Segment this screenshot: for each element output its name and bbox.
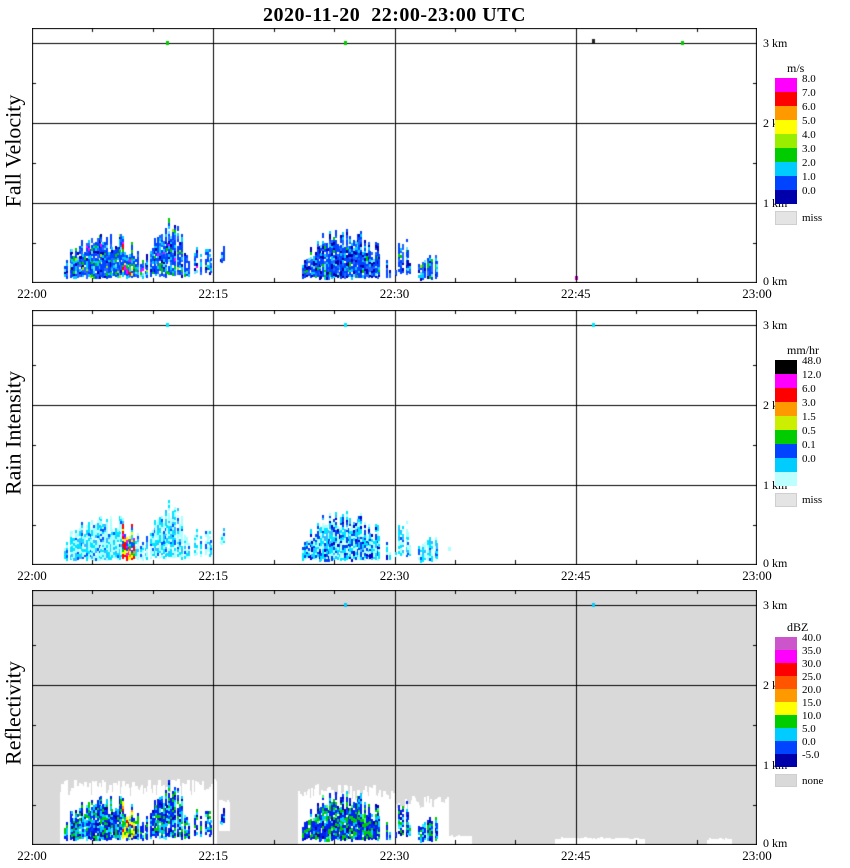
colorbar-cell	[775, 663, 797, 676]
x-tick-label: 22:00	[17, 568, 47, 583]
colorbar-cell	[775, 458, 797, 472]
colorbar-value-label: 7.0	[802, 87, 816, 99]
colorbar-cell	[775, 162, 797, 176]
y-tick-label: 0 km	[763, 836, 788, 850]
x-tick-label: 22:15	[198, 286, 229, 301]
x-tick-label: 23:00	[742, 568, 772, 583]
y-tick-label: 3 km	[763, 598, 788, 612]
colorbar-value-label: 3.0	[802, 397, 816, 409]
colorbar-value-label: 48.0	[802, 355, 822, 367]
colorbar-cell	[775, 637, 797, 650]
y-tick-label: 0 km	[763, 556, 788, 570]
colorbar-cell	[775, 190, 797, 204]
colorbar-value-label: 20.0	[802, 684, 822, 696]
colorbar-cell	[775, 676, 797, 689]
colorbar-value-label: 25.0	[802, 671, 822, 683]
colorbar-missing-cell	[775, 493, 797, 507]
colorbar-cell	[775, 444, 797, 458]
colorbar-value-label: 6.0	[802, 383, 816, 395]
colorbar-cell	[775, 728, 797, 741]
fall-velocity-heatmap-canvas	[32, 28, 757, 283]
colorbar-value-label: 1.0	[802, 171, 816, 183]
x-tick-label: 22:45	[560, 286, 591, 301]
x-tick-label: 22:15	[198, 568, 229, 583]
x-tick-label: 22:45	[560, 568, 591, 583]
colorbar-value-label: 0.0	[802, 453, 816, 465]
x-tick-label: 23:00	[742, 286, 772, 301]
colorbar-value-label: 8.0	[802, 73, 816, 85]
colorbar-cell	[775, 92, 797, 106]
x-tick-label: 22:30	[379, 848, 410, 863]
colorbar-cell	[775, 388, 797, 402]
colorbar-cell	[775, 120, 797, 134]
colorbar-value-label: 2.0	[802, 157, 816, 169]
y-tick-label: 3 km	[763, 318, 788, 332]
colorbar-missing-cell	[775, 774, 797, 787]
colorbar-missing-cell	[775, 211, 797, 225]
colorbar-cell	[775, 650, 797, 663]
colorbar-unit-rain-intensity: mm/hr	[787, 343, 819, 357]
x-tick-label: 22:00	[17, 848, 47, 863]
colorbar-cell	[775, 754, 797, 767]
colorbar-value-label: 30.0	[802, 658, 822, 670]
panel-rain-intensity: Rain Intensity 22:00 22:15 22:30 22:45 23:00 0…	[1, 310, 822, 583]
colorbar-missing-label: none	[802, 775, 824, 787]
colorbar-value-label: 15.0	[802, 697, 822, 709]
y-tick-label: 0 km	[763, 274, 788, 288]
colorbar-value-label: 3.0	[802, 143, 816, 155]
colorbar-cell	[775, 472, 797, 486]
colorbar-value-label: 6.0	[802, 101, 816, 113]
colorbar-unit-fall-velocity: m/s	[787, 61, 805, 75]
plot-area-reflectivity	[32, 590, 757, 845]
colorbar-value-label: 0.0	[802, 185, 816, 197]
x-tick-label: 22:30	[379, 568, 410, 583]
colorbar-cell	[775, 360, 797, 374]
colorbar-value-label: 5.0	[802, 723, 816, 735]
y-axis-title-rain-intensity: Rain Intensity	[0, 370, 26, 496]
colorbar-value-label: 0.1	[802, 439, 816, 451]
colorbar-cell	[775, 689, 797, 702]
page-title: 2020-11-20 22:00-23:00 UTC	[263, 4, 526, 26]
plot-area-rain-intensity	[32, 310, 757, 565]
y-axis-title-fall-velocity: Fall Velocity	[0, 94, 26, 208]
colorbar-cell	[775, 402, 797, 416]
colorbar-value-label: 0.5	[802, 425, 816, 437]
colorbar-value-label: 5.0	[802, 115, 816, 127]
colorbar-cell	[775, 134, 797, 148]
colorbar-value-label: 12.0	[802, 369, 822, 381]
colorbar-value-label: 35.0	[802, 645, 822, 657]
colorbar-value-label: 10.0	[802, 710, 822, 722]
plot-area-fall-velocity	[32, 28, 757, 283]
colorbar-unit-reflectivity: dBZ	[787, 620, 809, 634]
colorbar-missing-label: miss	[802, 494, 823, 506]
x-tick-label: 23:00	[742, 848, 772, 863]
colorbar-cell	[775, 702, 797, 715]
colorbar-value-label: -5.0	[802, 749, 820, 761]
colorbar-cell	[775, 106, 797, 120]
x-tick-label: 22:00	[17, 286, 47, 301]
colorbar-missing-label: miss	[802, 212, 823, 224]
x-tick-label: 22:45	[560, 848, 591, 863]
colorbar-cell	[775, 715, 797, 728]
panel-fall-velocity: Fall Velocity 22:00 22:15 22:30 22:45 23:00 0 …	[1, 28, 822, 301]
reflectivity-heatmap-canvas	[32, 590, 757, 845]
colorbar-cell	[775, 374, 797, 388]
colorbar-cell	[775, 78, 797, 92]
panel-reflectivity: Reflectivity 22:00 22:15 22:30 22:45 23:00 0 k…	[1, 590, 823, 863]
colorbar-value-label: 40.0	[802, 632, 822, 644]
colorbar-cell	[775, 176, 797, 190]
colorbar-cell	[775, 148, 797, 162]
y-tick-label: 3 km	[763, 36, 788, 50]
colorbar-cell	[775, 416, 797, 430]
colorbar-cell	[775, 430, 797, 444]
colorbar-value-label: 0.0	[802, 736, 816, 748]
colorbar-value-label: 4.0	[802, 129, 816, 141]
rain-intensity-heatmap-canvas	[32, 310, 757, 565]
colorbar-cell	[775, 741, 797, 754]
x-tick-label: 22:30	[379, 286, 410, 301]
x-tick-label: 22:15	[198, 848, 229, 863]
colorbar-value-label: 1.5	[802, 411, 816, 423]
y-axis-title-reflectivity: Reflectivity	[0, 661, 26, 765]
